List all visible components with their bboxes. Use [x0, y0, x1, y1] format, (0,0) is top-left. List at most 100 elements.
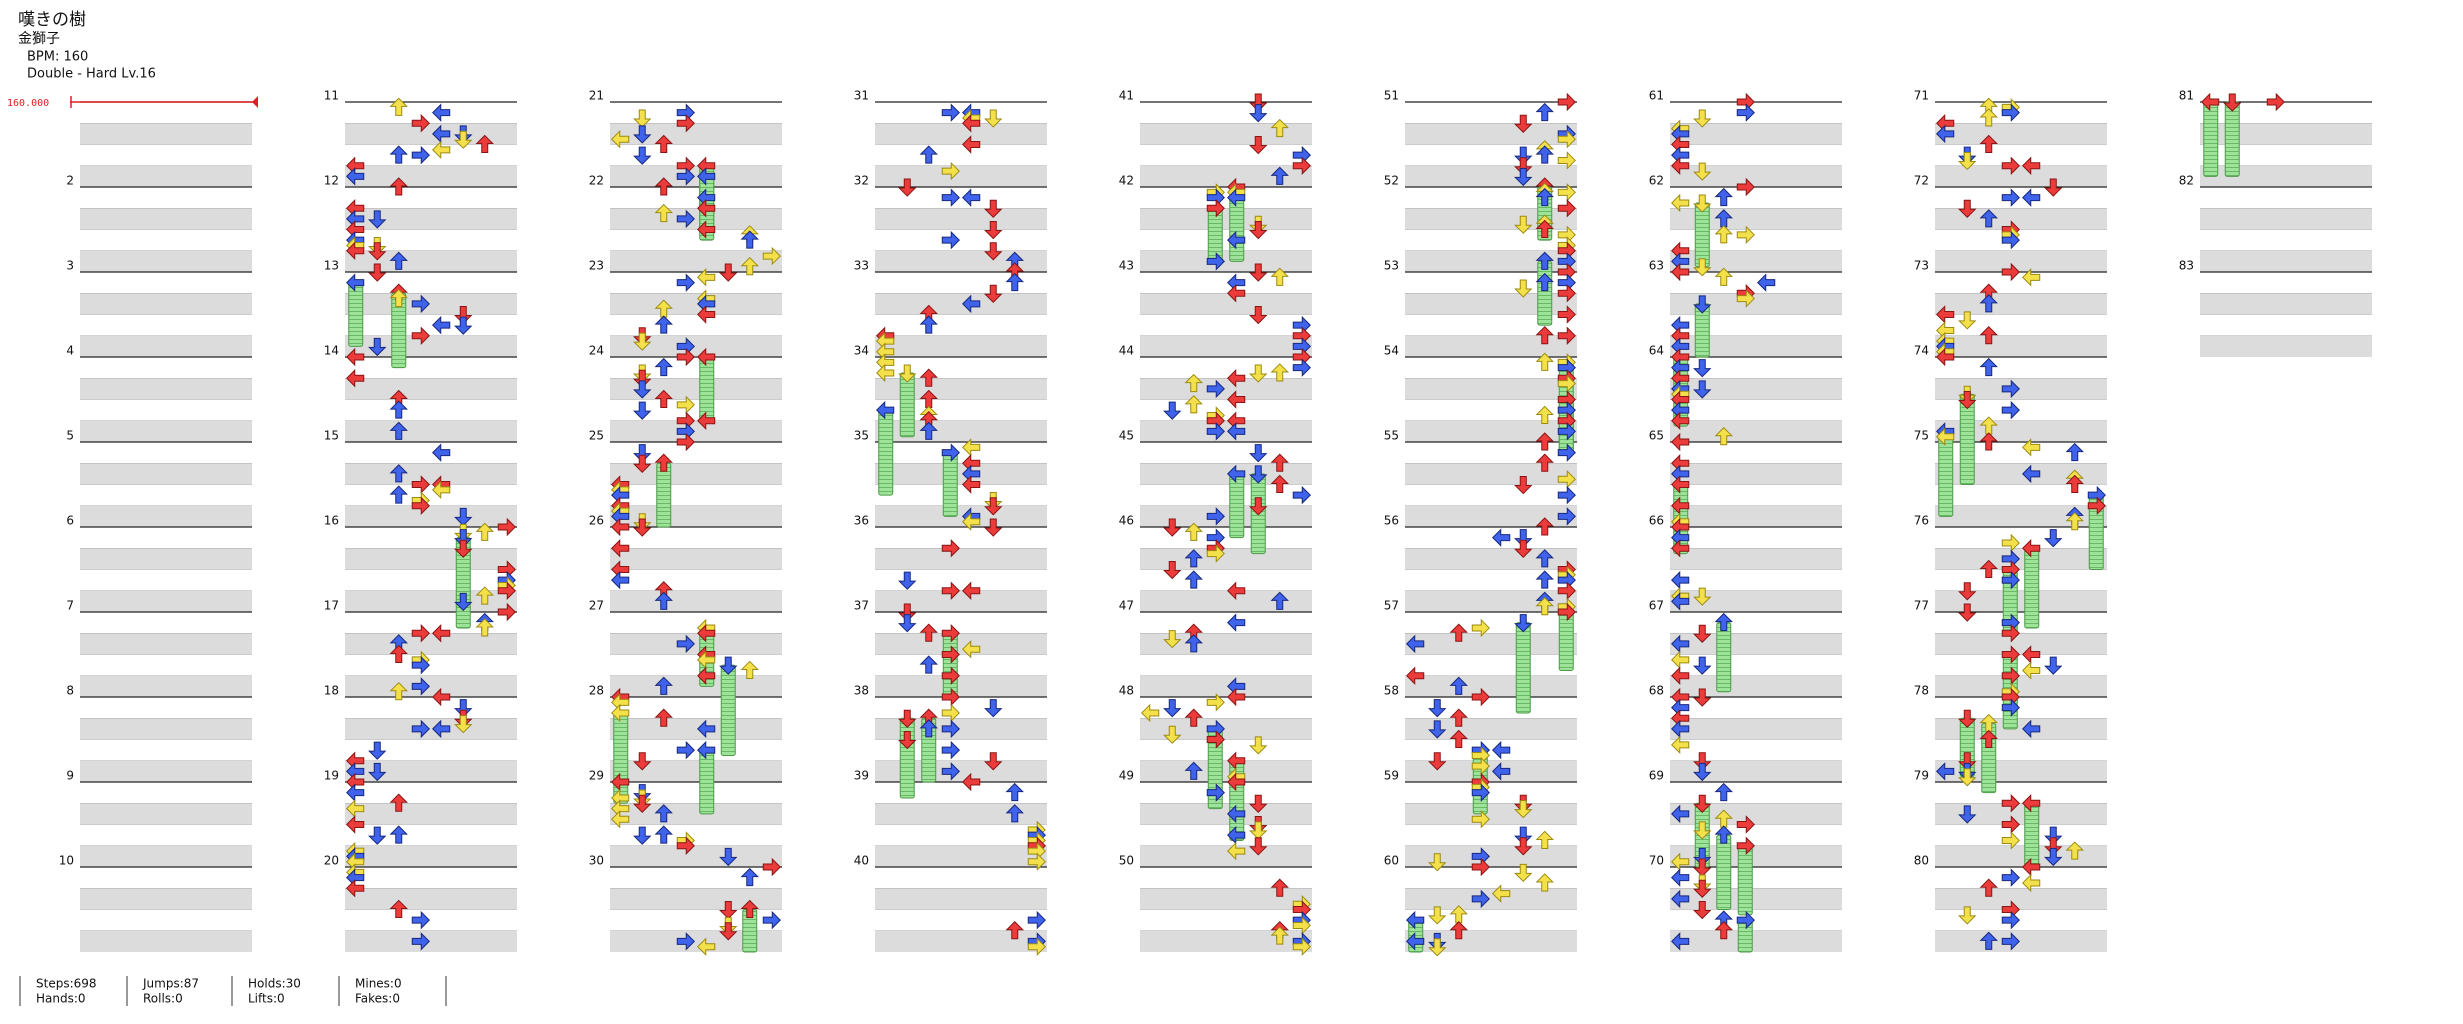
stat-label: Holds:30 [248, 977, 301, 991]
beat-band [2200, 208, 2372, 230]
arrow-note [1557, 422, 1576, 441]
beat-band [610, 463, 782, 485]
measure-number: 8 [66, 684, 74, 698]
beat-band [610, 293, 782, 315]
beat-band [1935, 590, 2107, 612]
arrow-note [1979, 878, 1998, 897]
beat-band [875, 930, 1047, 952]
arrow-note [2022, 156, 2041, 175]
beat-band [80, 930, 252, 952]
arrow-note [633, 369, 652, 388]
beat-band [1405, 250, 1577, 272]
arrow-note [1671, 411, 1690, 430]
arrow-note [454, 699, 473, 718]
arrow-note [475, 586, 494, 605]
beat-band [875, 718, 1047, 740]
arrow-note [389, 251, 408, 270]
arrow-note [2001, 932, 2020, 951]
arrow-note [411, 910, 430, 930]
arrow-note [1693, 359, 1712, 378]
beat-band [1140, 845, 1312, 867]
arrow-note [368, 337, 387, 357]
arrow-note [1714, 921, 1733, 940]
measure-number: 12 [324, 174, 339, 188]
measure-number: 15 [324, 429, 339, 443]
arrow-note [941, 687, 960, 707]
measure-number: 80 [1914, 854, 1929, 868]
arrow-note [633, 454, 652, 473]
arrow-note [1227, 751, 1246, 770]
measure-number: 29 [589, 769, 604, 783]
beat-band [875, 548, 1047, 570]
measure-number: 71 [1914, 89, 1929, 103]
arrow-note [2065, 442, 2084, 462]
arrow-note [411, 624, 430, 643]
arrow-note [1249, 306, 1268, 325]
measure-number: 77 [1914, 599, 1929, 613]
arrow-note [1557, 485, 1576, 505]
arrow-note [346, 167, 365, 186]
arrow-note [1227, 841, 1246, 861]
arrow-note [1535, 251, 1554, 270]
hold-body [2024, 547, 2040, 629]
beat-band [1935, 293, 2107, 315]
arrow-note [1184, 373, 1203, 393]
beat-band [1140, 123, 1312, 145]
arrow-note [611, 539, 630, 558]
arrow-note [1936, 762, 1955, 781]
measure-number: 54 [1384, 344, 1399, 358]
arrow-note [962, 581, 981, 600]
arrow-note [633, 752, 652, 771]
arrow-note [676, 740, 695, 760]
arrow-note [411, 145, 430, 165]
arrow-note [2022, 464, 2041, 484]
arrow-note [2001, 400, 2020, 420]
measure-number: 22 [589, 174, 604, 188]
arrow-note [1535, 570, 1554, 589]
measure-number: 48 [1119, 684, 1134, 698]
hold-body [942, 452, 958, 517]
beat-band [80, 633, 252, 655]
arrow-note [941, 103, 960, 122]
arrow-note [1535, 517, 1554, 536]
beat-band [1140, 208, 1312, 230]
arrow-note [2001, 910, 2020, 930]
measure-number: 81 [2179, 89, 2194, 103]
beat-band [1670, 845, 1842, 867]
arrow-note [697, 199, 716, 218]
beat-band [80, 463, 252, 485]
measure-number: 69 [1649, 769, 1664, 783]
arrow-note [432, 480, 451, 500]
arrow-note [2001, 533, 2020, 553]
arrow-note [1535, 873, 1554, 892]
arrow-note [411, 114, 430, 133]
beat-band [610, 548, 782, 570]
beat-band [345, 208, 517, 230]
arrow-note [1292, 937, 1311, 956]
arrow-note [1979, 931, 1998, 950]
song-title: 嘆きの樹 [18, 10, 86, 30]
beat-band [80, 505, 252, 527]
arrow-note [1227, 613, 1246, 632]
arrow-note [2001, 103, 2020, 122]
arrow-note [2001, 698, 2020, 717]
arrow-note [1671, 432, 1690, 452]
arrow-note [984, 199, 1003, 218]
beat-band [610, 378, 782, 400]
arrow-note [2001, 570, 2020, 590]
arrow-note [475, 522, 494, 541]
arrow-note [1249, 794, 1268, 813]
beat-band [1140, 250, 1312, 272]
hold-body [1537, 260, 1553, 326]
beat-band [345, 123, 517, 145]
arrow-note [1535, 830, 1554, 849]
arrow-note [654, 134, 673, 153]
measure-number: 44 [1119, 344, 1134, 358]
beat-band [610, 208, 782, 230]
beat-band [1140, 718, 1312, 740]
arrow-note [1027, 852, 1046, 871]
arrow-note [654, 804, 673, 823]
arrow-note [1163, 401, 1182, 420]
arrow-note [1671, 156, 1690, 175]
measure-number: 62 [1649, 174, 1664, 188]
